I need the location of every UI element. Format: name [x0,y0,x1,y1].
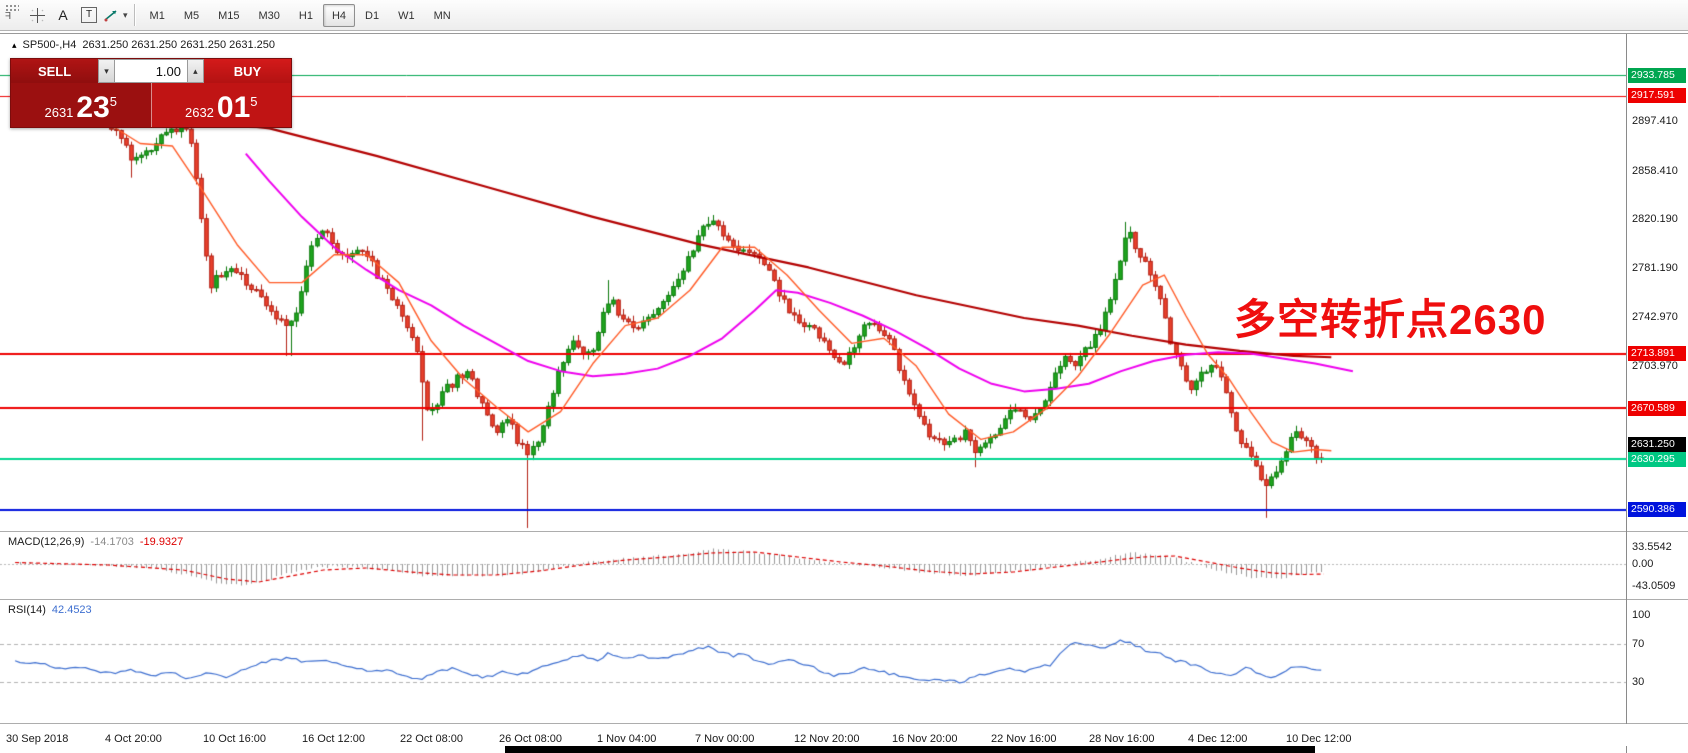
macd-axis-label: 33.5542 [1632,541,1672,554]
timeframe-button-w1[interactable]: W1 [398,9,415,22]
ask-big-digits: 01 [216,91,251,124]
timeframe-toolbar: M1 M5 M15 M30 H1 H4 D1 W1 MN [141,3,460,27]
rsi-indicator-label: RSI(14) 42.4523 [8,604,92,616]
bid-pip-digit: 5 [109,94,118,109]
price-axis-line [1626,34,1627,753]
crosshair-icon [29,7,45,23]
ask-pip-digit: 5 [250,94,258,109]
timeframe-button-m15[interactable]: M15 [218,9,240,22]
price-level-tag: 2630.295 [1628,451,1686,467]
price-level-tag: 2713.891 [1628,346,1686,362]
bid-big-digits: 23 [76,91,110,124]
volume-increase-button[interactable]: ▴ [187,59,204,83]
chart-header: ▴ SP500-,H4 2631.250 2631.250 2631.250 2… [12,39,275,51]
time-axis-label: 4 Dec 12:00 [1188,733,1248,745]
time-axis-label: 10 Dec 12:00 [1286,733,1352,745]
chevron-down-icon: ▾ [123,9,128,20]
chart-ohlc-values: 2631.250 2631.250 2631.250 2631.250 [82,39,276,51]
bid-prefix: 2631 [44,105,74,120]
timeframe-button-m5[interactable]: M5 [183,9,200,22]
time-axis-label: 7 Nov 00:00 [695,733,755,745]
macd-main-value: -14.1703 [90,536,134,548]
bid-price-display[interactable]: 2631 23 5 [11,83,152,127]
rsi-axis-label: 100 [1632,609,1651,621]
time-axis-label: 30 Sep 2018 [6,733,69,745]
one-click-trade-panel: SELL ▾ ▴ BUY 2631 23 5 2632 01 5 [10,58,292,128]
price-axis-label: 2858.410 [1632,164,1678,177]
volume-input[interactable] [115,59,187,83]
toolbar-grip-icon[interactable]: F [2,1,24,29]
current-price-tag: 2631.250 [1628,436,1686,452]
macd-axis-label: -43.0509 [1632,579,1676,592]
time-axis-label: 1 Nov 04:00 [597,733,657,745]
time-axis-label: 16 Nov 20:00 [892,733,958,745]
macd-name: MACD(12,26,9) [8,536,85,548]
timeframe-button-h4[interactable]: H4 [322,3,356,27]
sell-button[interactable]: SELL [11,59,99,83]
trade-panel-top-row: SELL ▾ ▴ BUY [11,59,291,83]
price-level-tag: 2933.785 [1628,67,1686,83]
time-axis-label: 10 Oct 16:00 [203,733,266,745]
text-tool-button[interactable]: A [50,3,76,27]
rsi-panel-canvas[interactable] [0,600,1626,722]
crosshair-tool-button[interactable] [24,3,50,27]
chart-symbol-period: SP500-,H4 [22,39,77,51]
time-axis-label: 22 Nov 16:00 [991,733,1057,745]
panel-separator[interactable] [0,531,1688,532]
price-axis-label: 2703.970 [1632,360,1678,373]
price-level-tag: 2590.386 [1628,502,1686,518]
trendline-icon [104,9,117,21]
trade-panel-price-row: 2631 23 5 2632 01 5 [11,83,291,127]
chart-window: ▴ SP500-,H4 2631.250 2631.250 2631.250 2… [0,33,1688,753]
volume-decrease-button[interactable]: ▾ [98,59,115,83]
collapse-triangle-icon[interactable]: ▴ [12,39,17,50]
rsi-axis-label: 30 [1632,675,1645,688]
time-axis-label: 22 Oct 08:00 [400,733,463,745]
timeframe-button-h1[interactable]: H1 [298,9,313,22]
price-axis-label: 2897.410 [1632,115,1678,128]
macd-indicator-label: MACD(12,26,9) -14.1703 -19.9327 [8,536,183,548]
time-axis-label: 12 Nov 20:00 [794,733,860,745]
rsi-value: 42.4523 [51,604,92,616]
time-axis-label: 4 Oct 20:00 [105,733,162,745]
timeframe-button-m30[interactable]: M30 [258,9,280,22]
caret-down-icon: ▾ [104,65,109,76]
objects-tool-button[interactable]: ▾ [102,3,129,27]
buy-button[interactable]: BUY [203,59,291,83]
panel-separator [0,723,1688,724]
rsi-axis-label: 70 [1632,637,1645,650]
ask-prefix: 2632 [184,105,214,120]
time-axis-label: 26 Oct 08:00 [499,733,562,745]
textbox-icon: T [81,7,97,23]
time-axis-label: 16 Oct 12:00 [302,733,365,745]
caret-up-icon: ▴ [193,65,198,76]
timeframe-button-mn[interactable]: MN [433,9,451,22]
toolbar-separator [133,4,136,26]
macd-panel-canvas[interactable] [0,532,1626,598]
grip-dots-icon [5,4,19,11]
price-axis-label: 2820.190 [1632,213,1678,226]
rsi-name: RSI(14) [8,604,46,616]
price-axis-label: 2781.190 [1632,262,1678,275]
time-axis[interactable]: 30 Sep 2018 4 Oct 20:00 10 Oct 16:00 16 Oct… [0,724,1688,746]
macd-axis-label: 0.00 [1632,558,1654,570]
grip-label: F [5,11,12,22]
price-level-tag: 2670.589 [1628,400,1686,416]
bottom-black-bar [505,746,1315,753]
panel-separator[interactable] [0,599,1688,600]
timeframe-button-d1[interactable]: D1 [365,9,380,22]
macd-signal-value: -19.9327 [139,536,184,548]
toolbar: F A T ▾ M1 M5 M15 M30 H1 H4 D1 W1 MN [0,0,1688,31]
price-axis-label: 2742.970 [1632,310,1678,323]
timeframe-button-m1[interactable]: M1 [149,9,165,22]
ask-price-display[interactable]: 2632 01 5 [151,83,291,127]
chart-annotation-text[interactable]: 多空转折点2630 [1234,296,1547,343]
time-axis-label: 28 Nov 16:00 [1089,733,1155,745]
price-level-tag: 2917.591 [1628,88,1686,104]
textbox-tool-button[interactable]: T [76,3,102,27]
text-tool-icon: A [58,7,68,23]
